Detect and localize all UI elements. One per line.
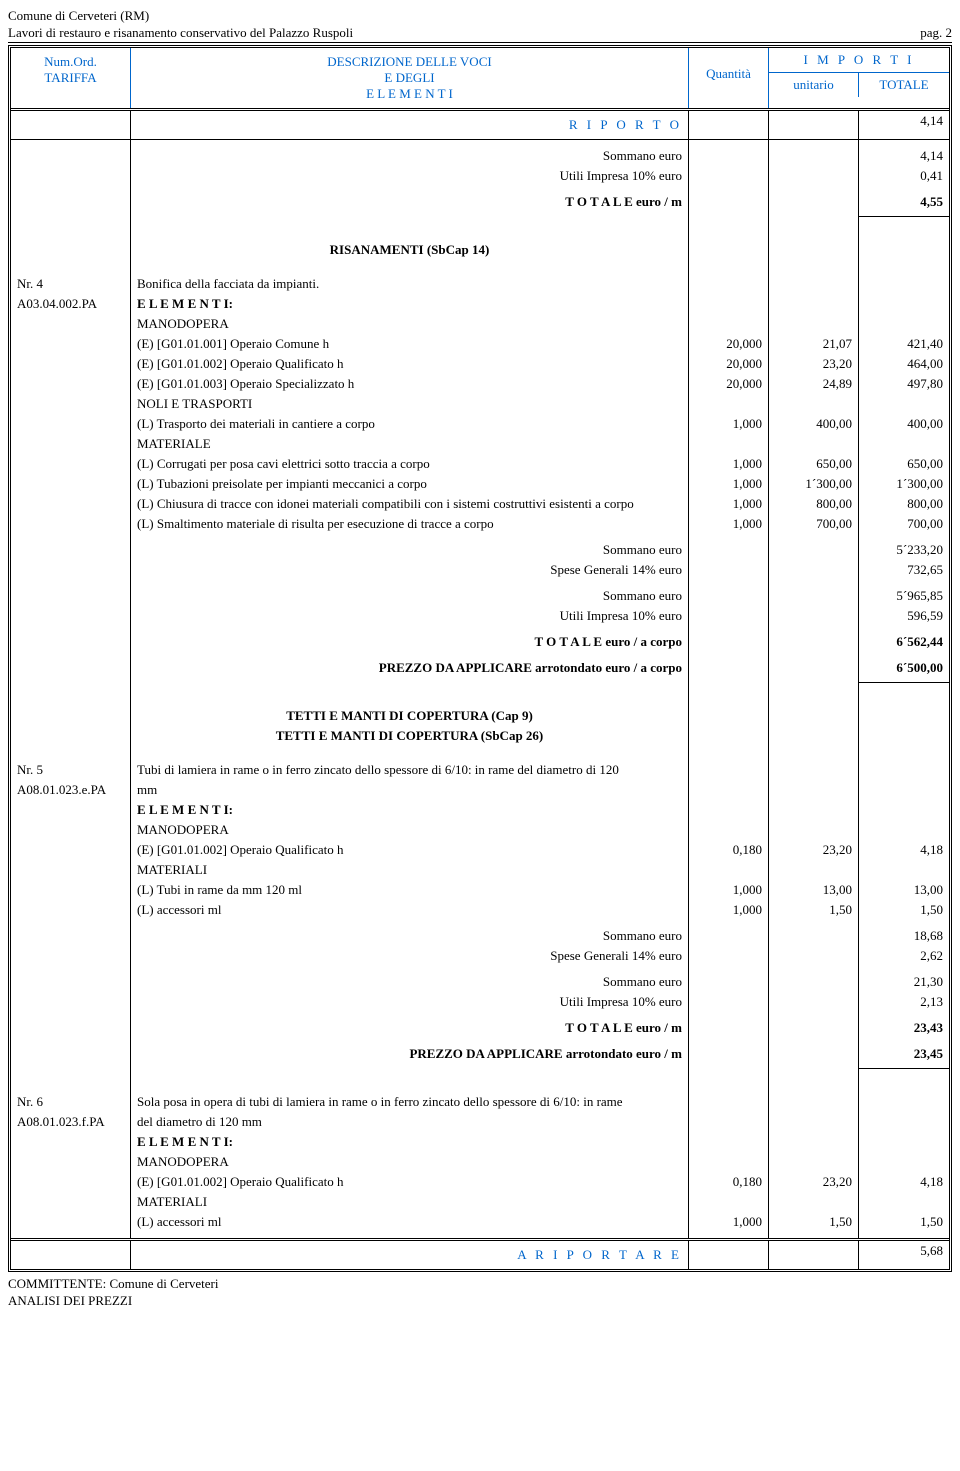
item5-mat: MATERIALI [11, 860, 949, 880]
item5-t2: A08.01.023.e.PAmm [11, 780, 949, 800]
b0-sommano: Sommano euro4,14 [11, 146, 949, 166]
item6-sp0 [11, 1078, 949, 1092]
item4-r1: (E) [G01.01.001] Operaio Comune h20,0002… [11, 334, 949, 354]
item5-t1: Nr. 5Tubi di lamiera in rame o in ferro … [11, 760, 949, 780]
item5-tot: T O T A L E euro / m23,43 [11, 1018, 949, 1038]
b0-totale: T O T A L E euro / m4,55 [11, 192, 949, 212]
item6-mano: MANODOPERA [11, 1152, 949, 1172]
item4-s1: Sommano euro5´233,20 [11, 540, 949, 560]
item6-r2: (L) accessori ml1,0001,501,50 [11, 1212, 949, 1232]
item5-r2: (L) Tubi in rame da mm 120 ml1,00013,001… [11, 880, 949, 900]
item5-s1: Sommano euro18,68 [11, 926, 949, 946]
th-importi: I M P O R T I [769, 48, 949, 73]
item4-tot: T O T A L E euro / a corpo6´562,44 [11, 632, 949, 652]
item5-el: E L E M E N T I: [11, 800, 949, 820]
riporto-val: 4,14 [859, 111, 949, 139]
header-lavori: Lavori di restauro e risanamento conserv… [8, 25, 353, 42]
item5-sg: Spese Generali 14% euro2,62 [11, 946, 949, 966]
item4-prz: PREZZO DA APPLICARE arrotondato euro / a… [11, 658, 949, 678]
item5-prz: PREZZO DA APPLICARE arrotondato euro / m… [11, 1044, 949, 1064]
main-table: Num.Ord. TARIFFA DESCRIZIONE DELLE VOCI … [8, 45, 952, 1272]
item6-el: E L E M E N T I: [11, 1132, 949, 1152]
item4-r5: (L) Corrugati per posa cavi elettrici so… [11, 454, 949, 474]
sec1-sp2 [11, 260, 949, 274]
item5-sp5 [11, 1064, 949, 1078]
item4-sp5 [11, 678, 949, 692]
th-tariffa: TARIFFA [17, 70, 124, 86]
item4-r4: (L) Trasporto dei materiali in cantiere … [11, 414, 949, 434]
header-comune: Comune di Cerveteri (RM) [8, 8, 952, 25]
item4-mat: MATERIALE [11, 434, 949, 454]
th-qta: Quantità [689, 48, 769, 108]
item6-r1: (E) [G01.01.002] Operaio Qualificato h0,… [11, 1172, 949, 1192]
footer-analisi: ANALISI DEI PREZZI [8, 1293, 952, 1310]
item4-ui: Utili Impresa 10% euro596,59 [11, 606, 949, 626]
doc-footer: COMMITTENTE: Comune di Cerveteri ANALISI… [8, 1276, 952, 1310]
th-unitario: unitario [769, 73, 859, 97]
th-desc3: E L E M E N T I [137, 86, 682, 102]
ariportare-val: 5,68 [859, 1241, 949, 1269]
item4-r2: (E) [G01.01.002] Operaio Qualificato h20… [11, 354, 949, 374]
doc-header: Comune di Cerveteri (RM) Lavori di resta… [8, 8, 952, 43]
sec2-sp [11, 692, 949, 706]
item4-r6: (L) Tubazioni preisolate per impianti me… [11, 474, 949, 494]
item4-r8: (L) Smaltimento materiale di risulta per… [11, 514, 949, 534]
item4-code: A03.04.002.PA E L E M E N T I: [11, 294, 949, 314]
ariportare-row: A R I P O R T A R E 5,68 [11, 1238, 949, 1269]
th-desc1: DESCRIZIONE DELLE VOCI [137, 54, 682, 70]
riporto-label: R I P O R T O [131, 111, 689, 139]
item5-r1: (E) [G01.01.002] Operaio Qualificato h0,… [11, 840, 949, 860]
b0-sp2 [11, 212, 949, 226]
sec1-sp [11, 226, 949, 240]
ariportare-label: A R I P O R T A R E [131, 1241, 689, 1269]
item6-mat: MATERIALI [11, 1192, 949, 1212]
item6-sp [11, 1232, 949, 1238]
item4-mano: MANODOPERA [11, 314, 949, 334]
header-page: pag. 2 [920, 25, 952, 42]
table-header: Num.Ord. TARIFFA DESCRIZIONE DELLE VOCI … [11, 48, 949, 111]
item6-t2: A08.01.023.f.PAdel diametro di 120 mm [11, 1112, 949, 1132]
item5-mano: MANODOPERA [11, 820, 949, 840]
sec2-sp2 [11, 746, 949, 760]
item4-sg: Spese Generali 14% euro732,65 [11, 560, 949, 580]
item5-ui: Utili Impresa 10% euro2,13 [11, 992, 949, 1012]
sec2-t1: TETTI E MANTI DI COPERTURA (Cap 9) [11, 706, 949, 726]
item6-t1: Nr. 6Sola posa in opera di tubi di lamie… [11, 1092, 949, 1112]
item4-s2: Sommano euro5´965,85 [11, 586, 949, 606]
sec2-t2: TETTI E MANTI DI COPERTURA (SbCap 26) [11, 726, 949, 746]
item4-r3: (E) [G01.01.003] Operaio Specializzato h… [11, 374, 949, 394]
footer-committente: COMMITTENTE: Comune di Cerveteri [8, 1276, 952, 1293]
b0-utili: Utili Impresa 10% euro0,41 [11, 166, 949, 186]
th-totale: TOTALE [859, 73, 949, 97]
riporto-row: R I P O R T O 4,14 [11, 111, 949, 140]
th-desc2: E DEGLI [137, 70, 682, 86]
th-numord: Num.Ord. [17, 54, 124, 70]
item5-s2: Sommano euro21,30 [11, 972, 949, 992]
sec1: RISANAMENTI (SbCap 14) [11, 240, 949, 260]
item4-title: Nr. 4 Bonifica della facciata da impiant… [11, 274, 949, 294]
item4-r7: (L) Chiusura di tracce con idonei materi… [11, 494, 949, 514]
item4-noli: NOLI E TRASPORTI [11, 394, 949, 414]
item5-r3: (L) accessori ml1,0001,501,50 [11, 900, 949, 920]
